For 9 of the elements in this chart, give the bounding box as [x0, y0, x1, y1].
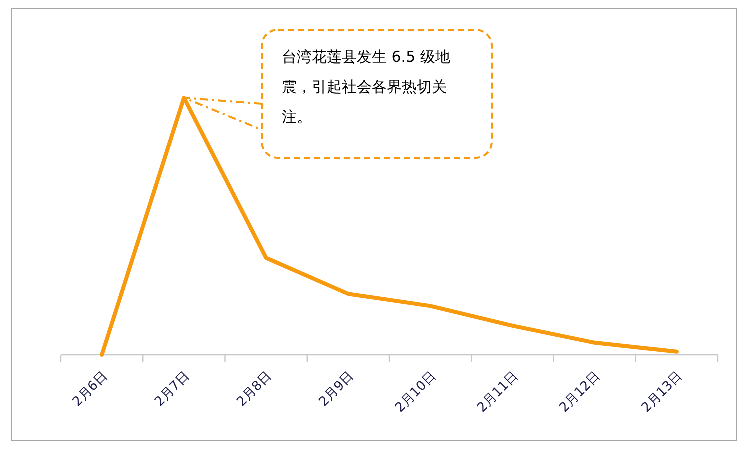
- x-tick-label: 2月13日: [639, 369, 686, 416]
- x-tick-label: 2月6日: [70, 369, 111, 410]
- x-tick-label: 2月11日: [474, 369, 522, 416]
- x-tick-label: 2月8日: [234, 369, 276, 410]
- x-tick-label: 2月10日: [392, 369, 440, 416]
- annotation: 台湾花莲县发生 6.5 级地震，引起社会各界热切关注。: [281, 47, 452, 128]
- x-tick-label: 2月12日: [557, 369, 604, 416]
- x-tick-label: 2月9日: [316, 369, 358, 410]
- x-tick-label: 2月7日: [152, 369, 194, 410]
